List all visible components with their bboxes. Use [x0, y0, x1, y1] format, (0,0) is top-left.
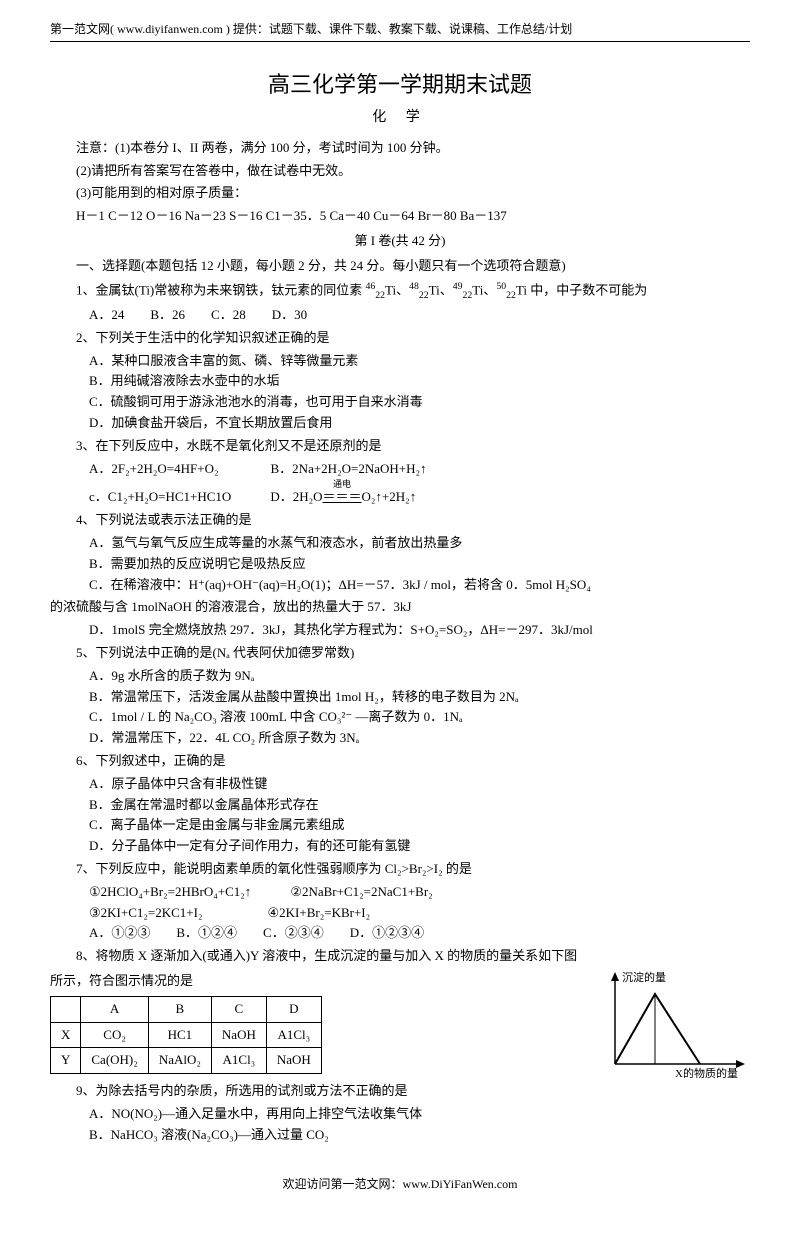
- cell: C: [211, 996, 266, 1022]
- q7-r2: ②2NaBr+C1₂=2NaC1+Br₂: [290, 884, 432, 899]
- q9-b: B．NaHCO₃ 溶液(Na₂CO₃)—通入过量 CO₂: [50, 1125, 750, 1146]
- q7-stem: 7、下列反应中，能说明卤素单质的氧化性强弱顺序为 Cl₂>Br₂>I₂ 的是: [50, 859, 750, 880]
- q2-a: A．某种口服液含丰富的氮、磷、锌等微量元素: [50, 351, 750, 372]
- q3-row2: c．C1₂+H₂O=HC1+HC1O D．2H₂O通电＝＝＝O₂↑+2H₂↑: [50, 487, 750, 508]
- table-row: A B C D: [51, 996, 322, 1022]
- doc-subtitle: 化 学: [50, 107, 750, 129]
- y-arrow-icon: [611, 972, 619, 981]
- table-row: X CO₂ HC1 NaOH A1Cl₃: [51, 1022, 322, 1048]
- q2-b: B．用纯碱溶液除去水壶中的水垢: [50, 371, 750, 392]
- cell: A: [81, 996, 148, 1022]
- cell: A1Cl₃: [211, 1048, 266, 1074]
- page-header: 第一范文网( www.diyifanwen.com ) 提供：试题下载、课件下载…: [50, 20, 750, 42]
- q7-r1: ①2HClO₄+Br₂=2HBrO₄+C1₂↑: [89, 884, 251, 899]
- q8-table: A B C D X CO₂ HC1 NaOH A1Cl₃ Y Ca(OH)₂ N…: [50, 996, 322, 1074]
- chart-line: [615, 994, 700, 1064]
- cell: [51, 996, 81, 1022]
- q5-c: C．1mol / L 的 Na₂CO₃ 溶液 100mL 中含 CO₃²⁻ —离…: [50, 707, 750, 728]
- doc-title: 高三化学第一学期期末试题: [50, 67, 750, 102]
- q3-row1: A．2F₂+2H₂O=4HF+O₂ B．2Na+2H₂O=2NaOH+H₂↑: [50, 459, 750, 480]
- cell: Ca(OH)₂: [81, 1048, 148, 1074]
- q4-a: A．氢气与氧气反应生成等量的水蒸气和液态水，前者放出热量多: [50, 533, 750, 554]
- cell: A1Cl₃: [266, 1022, 321, 1048]
- q4-c2: 的浓硫酸与含 1molNaOH 的溶液混合，放出的热量大于 57．3kJ: [50, 597, 750, 618]
- q2-d: D．加碘食盐开袋后，不宜长期放置后食用: [50, 413, 750, 434]
- q2-stem: 2、下列关于生活中的化学知识叙述正确的是: [50, 328, 750, 349]
- cell: NaAlO₂: [148, 1048, 211, 1074]
- cell: X: [51, 1022, 81, 1048]
- q4-stem: 4、下列说法或表示法正确的是: [50, 510, 750, 531]
- note-3: (3)可能用到的相对原子质量：: [50, 183, 750, 204]
- q9-a: A．NO(NO₂)—通入足量水中，再用向上排空气法收集气体: [50, 1104, 750, 1125]
- section1-heading: 一、选择题(本题包括 12 小题，每小题 2 分，共 24 分。每小题只有一个选…: [50, 256, 750, 277]
- part1-label: 第 I 卷(共 42 分): [50, 231, 750, 252]
- q3-b: B．2Na+2H₂O=2NaOH+H₂↑: [271, 461, 427, 476]
- note-2: (2)请把所有答案写在答卷中，做在试卷中无效。: [50, 161, 750, 182]
- table-row: Y Ca(OH)₂ NaAlO₂ A1Cl₃ NaOH: [51, 1048, 322, 1074]
- cell: D: [266, 996, 321, 1022]
- q4-b: B．需要加热的反应说明它是吸热反应: [50, 554, 750, 575]
- note-4: H－1 C－12 O－16 Na－23 S－16 C1－35．5 Ca－40 C…: [50, 206, 750, 227]
- electrolysis-label: 通电: [323, 477, 362, 491]
- q1-stem-b: Ti 中，中子数不可能为: [516, 282, 647, 297]
- q5-d: D．常温常压下，22．4L CO₂ 所含原子数为 3Nₐ: [50, 728, 750, 749]
- q2-c: C．硫酸铜可用于游泳池池水的消毒，也可用于自来水消毒: [50, 392, 750, 413]
- cell: CO₂: [81, 1022, 148, 1048]
- note-1: 注意：(1)本卷分 I、II 两卷，满分 100 分，考试时间为 100 分钟。: [50, 138, 750, 159]
- cell: NaOH: [266, 1048, 321, 1074]
- electrolysis-symbol: 通电＝＝＝: [323, 487, 362, 508]
- q8-stem1: 8、将物质 X 逐渐加入(或通入)Y 溶液中，生成沉淀的量与加入 X 的物质的量…: [50, 946, 750, 967]
- q3-a: A．2F₂+2H₂O=4HF+O₂: [89, 461, 219, 476]
- q5-a: A．9g 水所含的质子数为 9Nₐ: [50, 666, 750, 687]
- q7-r4: ④2KI+Br₂=KBr+I₂: [268, 905, 371, 920]
- q7-reactions-2: ③2KI+C1₂=2KC1+I₂ ④2KI+Br₂=KBr+I₂: [50, 903, 750, 924]
- q3-d-left: D．2H₂O: [270, 489, 322, 504]
- q6-b: B．金属在常温时都以金属晶体形式存在: [50, 795, 750, 816]
- x-label: X的物质的量: [675, 1066, 738, 1079]
- q1-opts: A．24 B．26 C．28 D．30: [50, 305, 750, 326]
- q3-stem: 3、在下列反应中，水既不是氧化剂又不是还原剂的是: [50, 436, 750, 457]
- cell: NaOH: [211, 1022, 266, 1048]
- q6-d: D．分子晶体中一定有分子间作用力，有的还可能有氢键: [50, 836, 750, 857]
- cell: B: [148, 996, 211, 1022]
- x-arrow-icon: [736, 1060, 745, 1068]
- q7-r3: ③2KI+C1₂=2KC1+I₂: [89, 905, 203, 920]
- q3-d-right: O₂↑+2H₂↑: [362, 489, 417, 504]
- q1-stem: 1、金属钛(Ti)常被称为未来钢铁，钛元素的同位素 4622Ti、4822Ti、…: [50, 279, 750, 304]
- q6-a: A．原子晶体中只含有非极性键: [50, 774, 750, 795]
- page-footer: 欢迎访问第一范文网：www.DiYiFanWen.com: [50, 1175, 750, 1194]
- cell: HC1: [148, 1022, 211, 1048]
- q3-c: c．C1₂+H₂O=HC1+HC1O: [89, 489, 231, 504]
- q6-c: C．离子晶体一定是由金属与非金属元素组成: [50, 815, 750, 836]
- q6-stem: 6、下列叙述中，正确的是: [50, 751, 750, 772]
- q5-b: B．常温常压下，活泼金属从盐酸中置换出 1mol H₂，转移的电子数目为 2Nₐ: [50, 687, 750, 708]
- q5-stem: 5、下列说法中正确的是(Nₐ 代表阿伏加德罗常数): [50, 643, 750, 664]
- q1-stem-a: 1、金属钛(Ti)常被称为未来钢铁，钛元素的同位素: [76, 282, 366, 297]
- q4-c1: C．在稀溶液中：H⁺(aq)+OH⁻(aq)=H₂O(1)；ΔH=－57．3kJ…: [50, 575, 750, 596]
- cell: Y: [51, 1048, 81, 1074]
- q9-stem: 9、为除去括号内的杂质，所选用的试剂或方法不正确的是: [50, 1081, 750, 1102]
- q7-opts: A．①②③ B．①②④ C．②③④ D．①②③④: [50, 923, 750, 944]
- q4-d: D．1molS 完全燃烧放热 297．3kJ，其热化学方程式为：S+O₂=SO₂…: [50, 620, 750, 641]
- y-label: 沉淀的量: [622, 970, 666, 984]
- q8-chart: 沉淀的量 X的物质的量: [600, 969, 750, 1079]
- q8-stem2: 所示，符合图示情况的是: [50, 971, 590, 992]
- q7-reactions-1: ①2HClO₄+Br₂=2HBrO₄+C1₂↑ ②2NaBr+C1₂=2NaC1…: [50, 882, 750, 903]
